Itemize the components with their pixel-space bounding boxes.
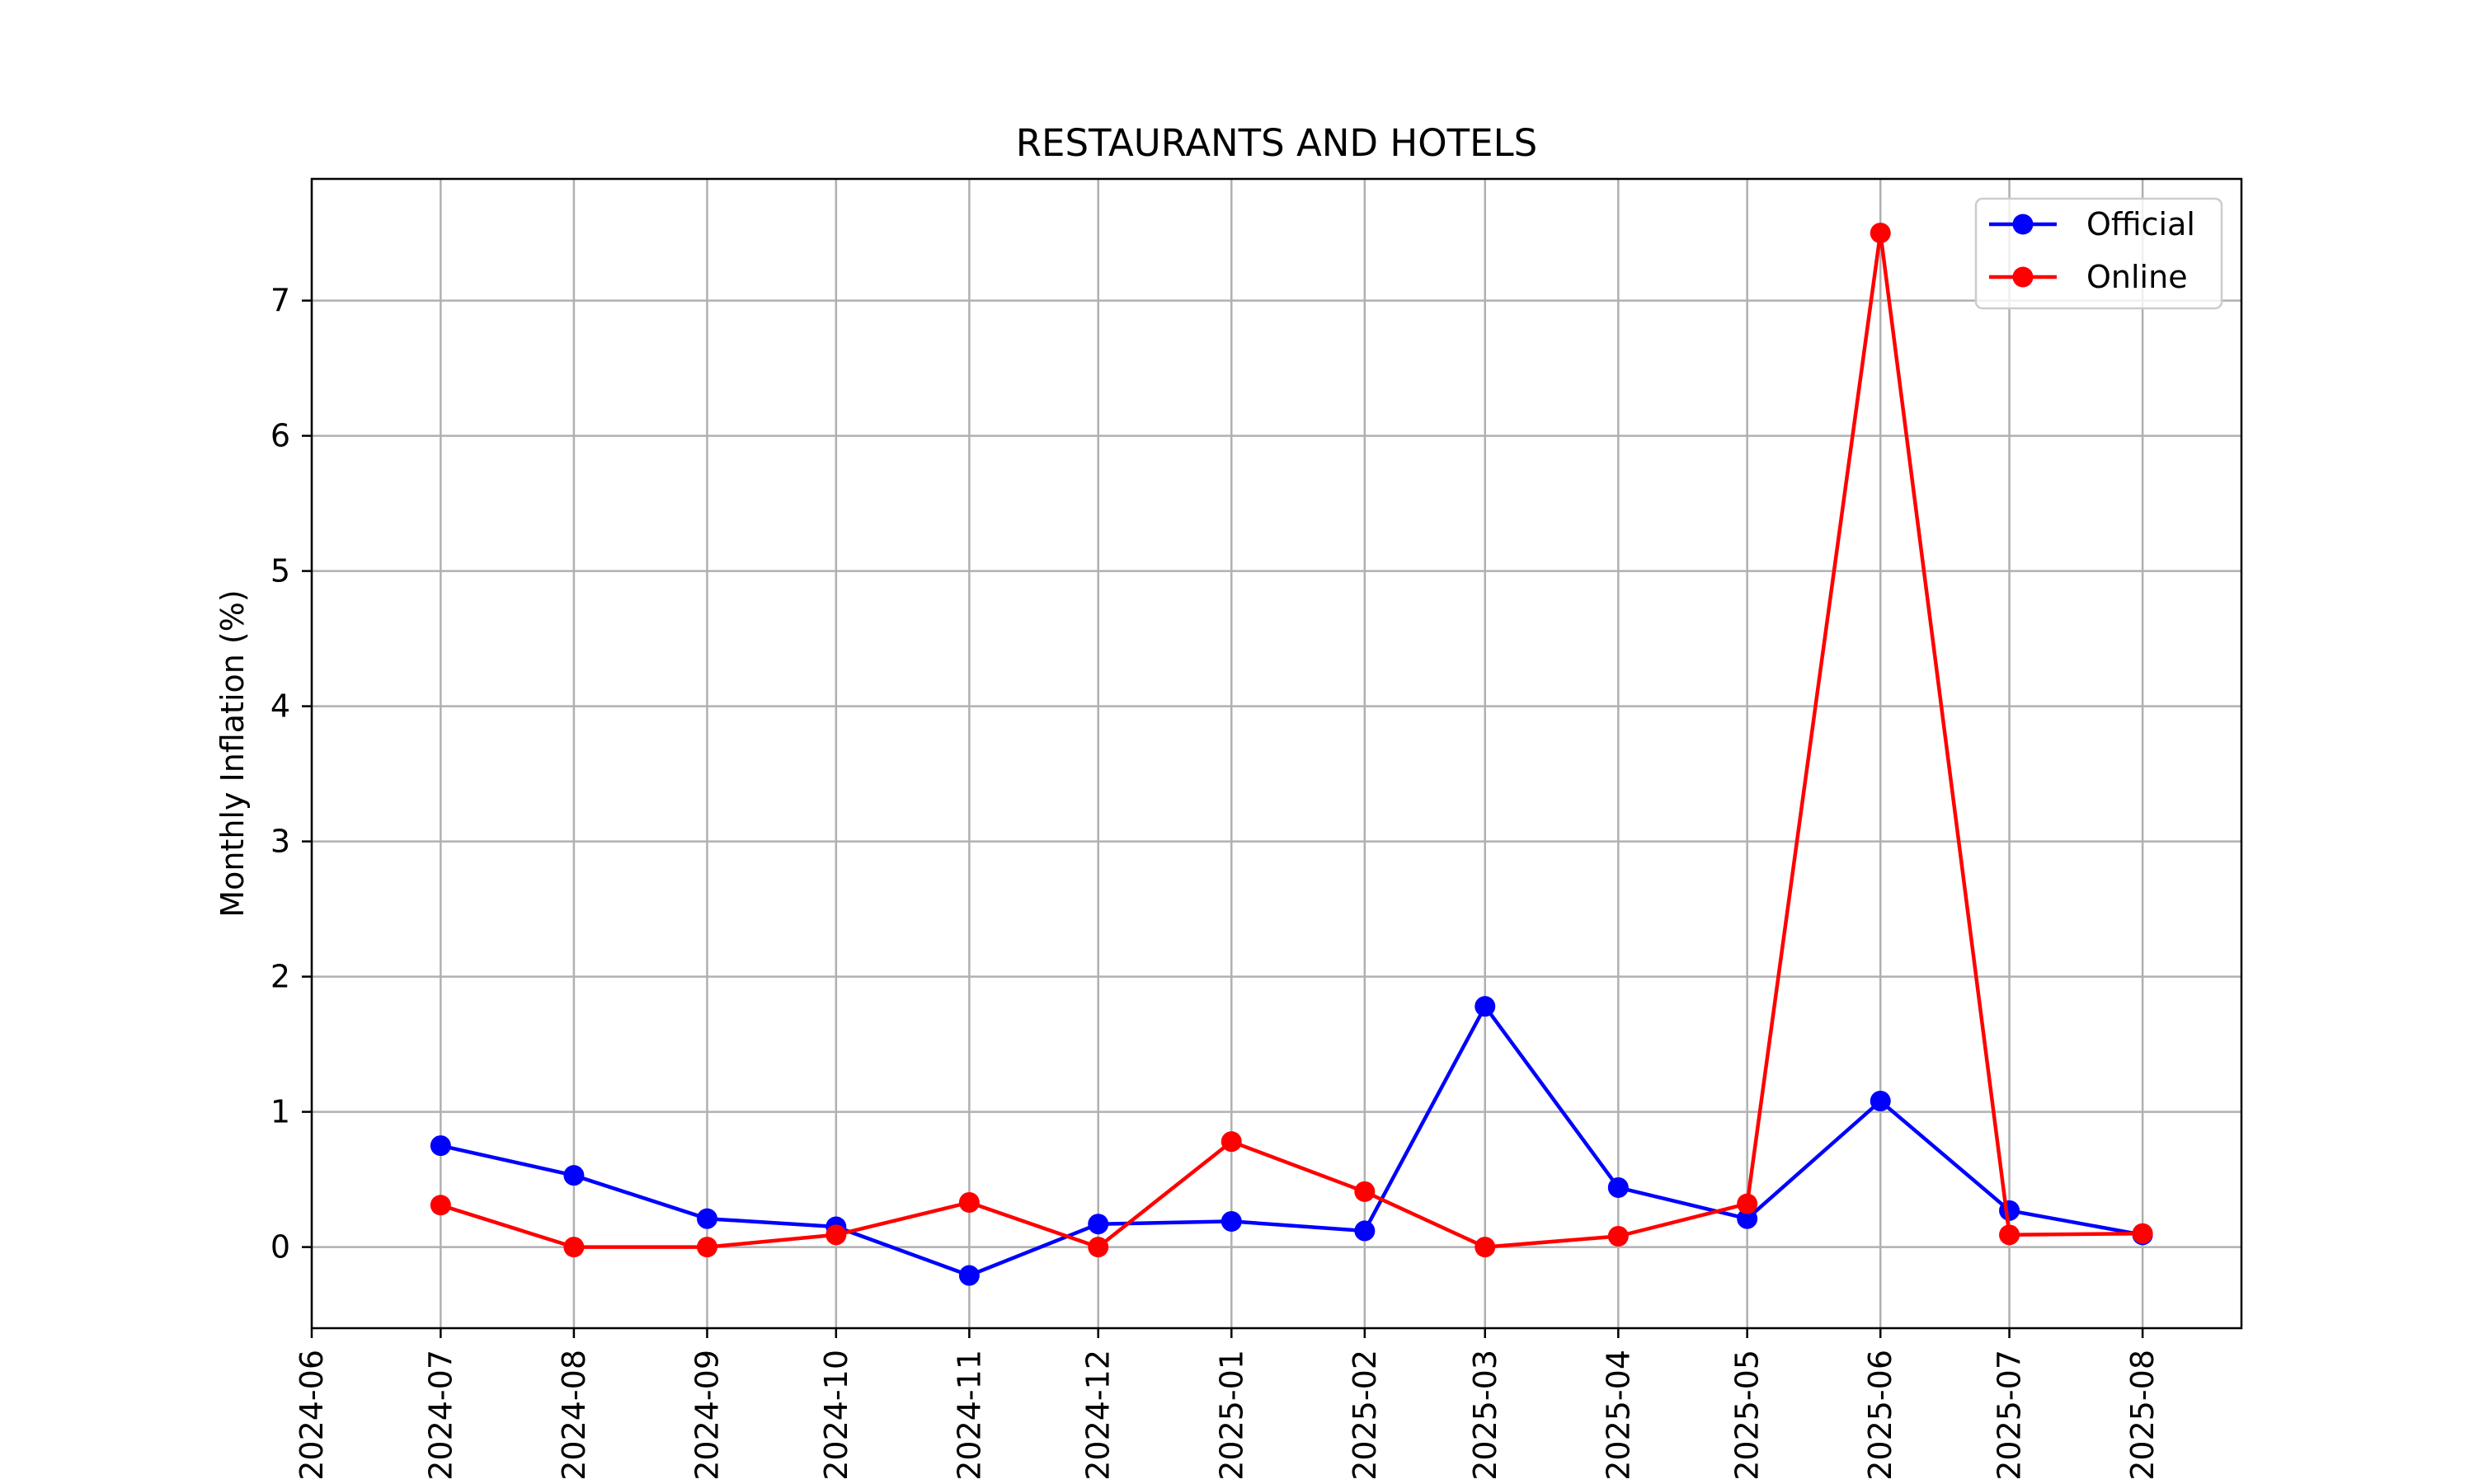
legend-label: Official — [2086, 206, 2195, 242]
x-tick-label: 2025-05 — [1729, 1350, 1766, 1481]
x-tick-label: 2025-02 — [1347, 1350, 1383, 1481]
y-tick-label: 4 — [270, 688, 290, 725]
series-line — [440, 231, 2143, 1249]
y-tick-label: 3 — [270, 824, 290, 860]
y-tick-label: 5 — [270, 553, 290, 589]
legend-item-official: Official — [1989, 206, 2195, 242]
data-point — [1354, 1181, 1376, 1202]
chart-title: RESTAURANTS AND HOTELS — [1016, 121, 1537, 165]
x-tick-label: 2024-12 — [1080, 1350, 1117, 1481]
x-tick-label: 2024-10 — [818, 1350, 854, 1481]
data-point — [2132, 1223, 2153, 1244]
data-point — [1088, 1237, 1109, 1258]
y-tick-label: 6 — [270, 418, 290, 454]
plot-frame — [310, 177, 2243, 1330]
x-tick-label: 2025-01 — [1213, 1350, 1249, 1481]
data-point — [958, 1265, 980, 1286]
data-point — [825, 1224, 847, 1246]
legend-item-online: Online — [1989, 259, 2188, 295]
data-point — [1475, 996, 1496, 1017]
data-point — [1221, 1210, 1242, 1232]
y-axis-label: Monthly Inflation (%) — [214, 589, 251, 917]
data-point — [1607, 1225, 1629, 1247]
data-point — [696, 1208, 717, 1229]
y-tick-label: 1 — [270, 1094, 290, 1130]
legend: Official Online — [1974, 197, 2223, 310]
data-point — [1354, 1220, 1376, 1242]
x-tick-label: 2025-03 — [1467, 1350, 1503, 1481]
data-point — [1607, 1176, 1629, 1198]
axes: 0 1 2 3 4 5 6 7 2024-06 2024-07 2024-08 2024-09 2024… — [270, 283, 2161, 1481]
data-point — [1999, 1200, 2020, 1221]
data-point — [1088, 1214, 1109, 1235]
data-point — [430, 1195, 451, 1216]
x-tick-label: 2025-07 — [1992, 1350, 2028, 1481]
legend-marker — [2012, 266, 2034, 288]
x-tick-label: 2024-08 — [556, 1350, 592, 1481]
legend-label: Online — [2086, 259, 2188, 295]
data-point — [1737, 1193, 1758, 1214]
y-tick-label: 0 — [270, 1229, 290, 1266]
x-tick-label: 2024-09 — [689, 1350, 725, 1481]
x-tick-label: 2025-04 — [1600, 1350, 1636, 1481]
data-point — [1999, 1224, 2020, 1246]
x-tick-label: 2024-11 — [951, 1350, 987, 1481]
y-tick-label: 7 — [270, 283, 290, 319]
data-point — [1870, 1090, 1891, 1111]
data-point — [1221, 1131, 1242, 1153]
x-tick-label: 2025-08 — [2124, 1350, 2161, 1481]
data-point — [696, 1237, 717, 1258]
data-point — [563, 1237, 585, 1258]
data-point — [958, 1191, 980, 1213]
series-layer — [430, 223, 2153, 1286]
x-tick-label: 2025-06 — [1862, 1350, 1898, 1481]
series-online — [430, 223, 2153, 1258]
series-line — [440, 1004, 2143, 1278]
x-tick-label: 2024-06 — [294, 1350, 330, 1481]
data-point — [1870, 223, 1891, 244]
data-point — [1475, 1237, 1496, 1258]
legend-marker — [2012, 214, 2034, 235]
data-point — [563, 1165, 585, 1186]
data-point — [430, 1135, 451, 1157]
y-tick-label: 2 — [270, 959, 290, 995]
x-tick-label: 2024-07 — [422, 1350, 459, 1481]
data-point — [1737, 1208, 1758, 1229]
